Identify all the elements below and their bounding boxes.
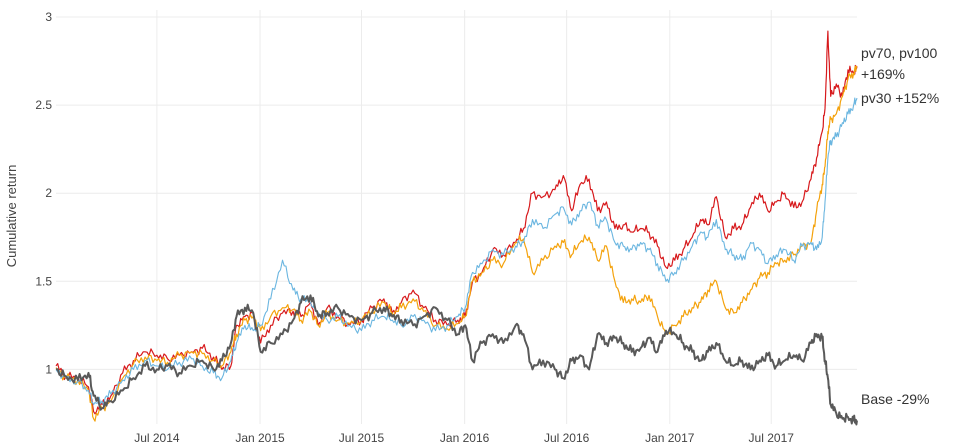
y-tick-label: 2.5 [35,98,52,112]
y-tick-label: 1.5 [35,274,52,288]
x-tick-label: Jan 2017 [645,431,695,445]
end-label: Base -29% [861,391,929,407]
x-tick-label: Jan 2015 [235,431,285,445]
series-line [55,65,858,422]
y-tick-label: 1 [45,362,52,376]
series-lines [55,30,858,426]
end-label: pv70, pv100 [861,45,937,61]
gridlines [56,10,857,424]
y-axis-title: Cumulative return [4,165,19,268]
series-line [55,97,858,406]
x-tick-label: Jul 2016 [544,431,590,445]
end-labels: pv70, pv100 +169% pv30 +152% Base -29% [861,45,939,407]
end-label: +169% [861,66,905,82]
y-tick-label: 2 [45,186,52,200]
x-tick-label: Jul 2017 [749,431,795,445]
x-tick-label: Jul 2015 [339,431,385,445]
axis-ticks: 1 1.5 2 2.5 3 Jul 2014 Jan 2015 Jul 2015 Jan 201… [35,10,794,445]
x-tick-label: Jan 2016 [440,431,490,445]
x-tick-label: Jul 2014 [134,431,180,445]
y-tick-label: 3 [45,10,52,24]
end-label: pv30 +152% [861,90,939,106]
series-line [55,294,858,426]
